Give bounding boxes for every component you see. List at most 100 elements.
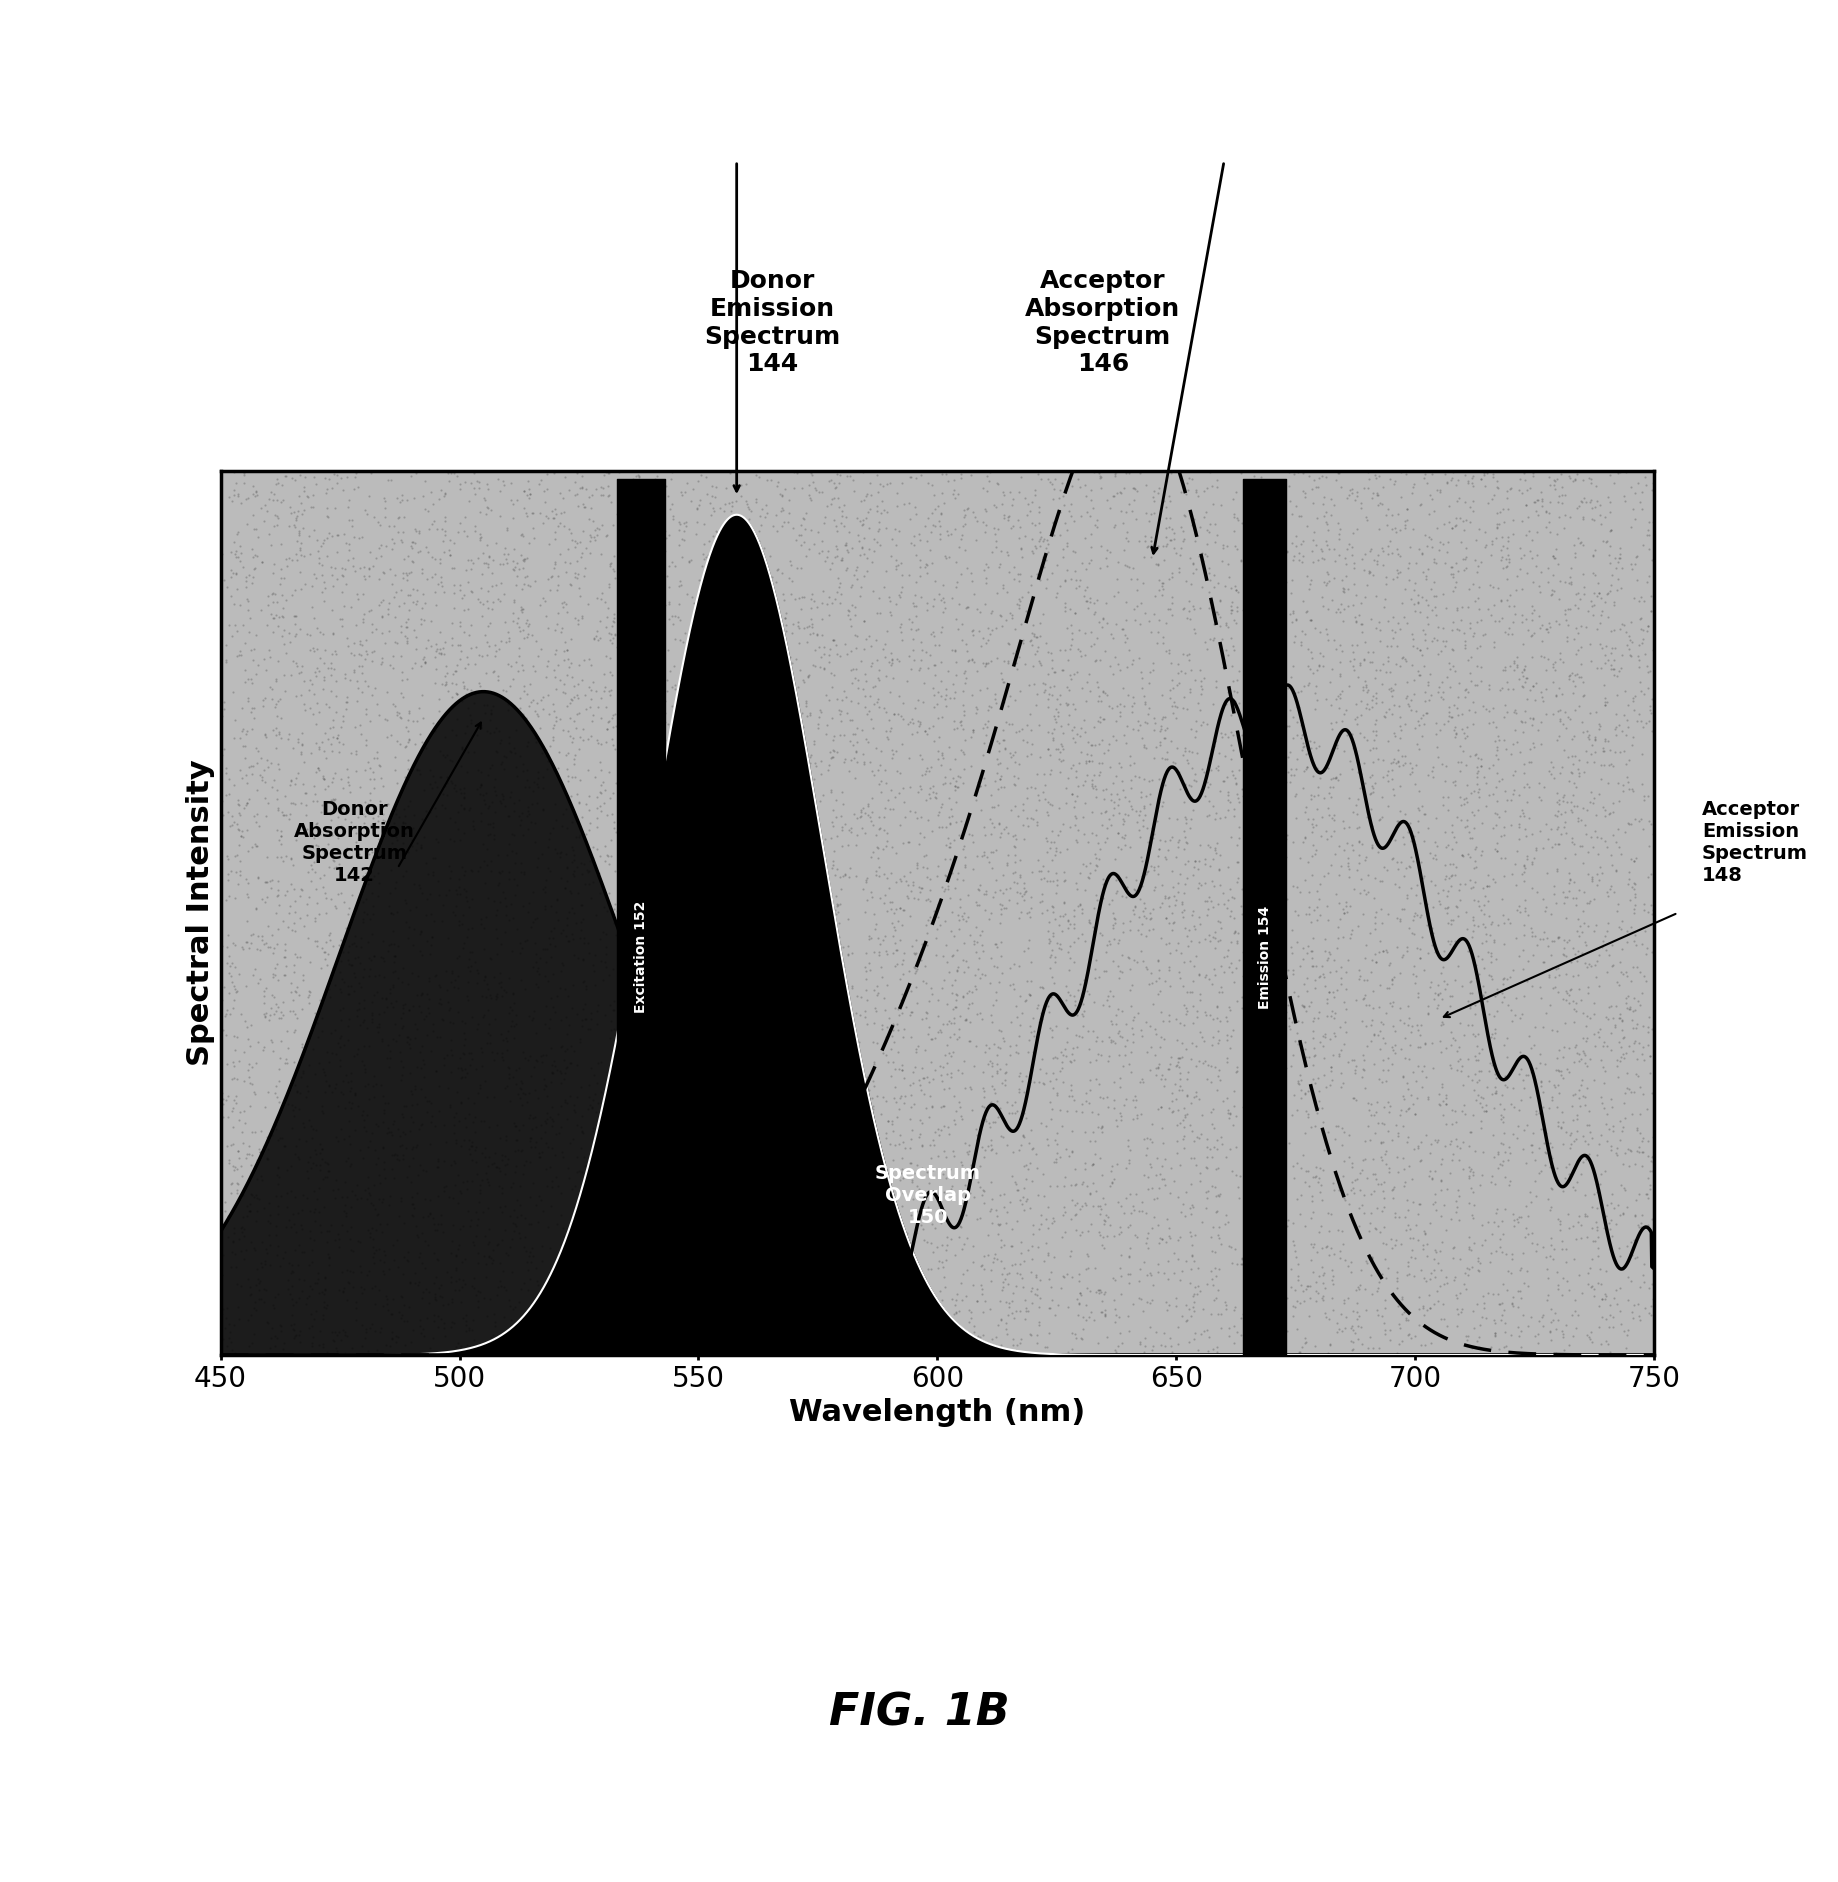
Point <box>809 638 838 668</box>
Point <box>1364 805 1393 836</box>
Point <box>526 1110 555 1140</box>
Point <box>307 952 336 982</box>
Point <box>915 534 945 565</box>
Point <box>925 580 954 610</box>
Point <box>208 700 237 730</box>
Point <box>879 1223 908 1253</box>
Point <box>748 864 777 894</box>
Point <box>342 930 371 960</box>
Point <box>300 1193 329 1223</box>
Point <box>1573 977 1603 1007</box>
Point <box>1621 542 1651 572</box>
Point <box>344 472 373 502</box>
Point <box>1040 704 1070 734</box>
Point <box>1268 482 1298 512</box>
Point <box>1351 845 1380 875</box>
Point <box>1329 922 1358 952</box>
Point <box>399 1316 428 1346</box>
Point <box>1428 580 1458 610</box>
Point <box>1209 888 1239 918</box>
Point <box>281 600 311 630</box>
Point <box>1595 1204 1625 1235</box>
Point <box>939 713 969 743</box>
Point <box>994 952 1024 982</box>
Point <box>1114 1148 1143 1178</box>
Point <box>445 1265 474 1295</box>
Point <box>480 962 509 992</box>
Point <box>783 1037 812 1067</box>
Point <box>1257 834 1287 864</box>
Point <box>1531 674 1560 704</box>
Point <box>1180 1142 1209 1172</box>
Point <box>1276 1014 1305 1045</box>
Point <box>952 1137 981 1167</box>
Point <box>776 1165 805 1195</box>
Point <box>250 719 279 749</box>
Point <box>377 821 406 851</box>
Point <box>1290 482 1320 512</box>
Point <box>840 1261 869 1291</box>
Point <box>1419 892 1448 922</box>
Point <box>1318 802 1347 832</box>
Point <box>1151 493 1180 523</box>
Point <box>1555 975 1584 1005</box>
Point <box>375 553 404 583</box>
Point <box>570 849 599 879</box>
Point <box>1154 939 1184 969</box>
Point <box>432 762 461 792</box>
Point <box>686 1193 715 1223</box>
Point <box>923 986 952 1016</box>
Point <box>603 1075 632 1105</box>
Point <box>1347 487 1377 518</box>
Point <box>1595 1131 1625 1161</box>
Point <box>1524 1133 1553 1163</box>
Point <box>1127 935 1156 965</box>
Point <box>1590 726 1619 757</box>
Point <box>568 1282 597 1312</box>
Point <box>577 1005 607 1035</box>
Point <box>636 986 665 1016</box>
Point <box>1338 1297 1367 1327</box>
Point <box>948 659 978 689</box>
Point <box>836 636 866 666</box>
Point <box>812 1037 842 1067</box>
Point <box>1244 839 1274 869</box>
Point <box>439 1146 469 1176</box>
Point <box>676 986 706 1016</box>
Point <box>252 655 281 685</box>
Point <box>1294 1270 1323 1300</box>
Point <box>1149 1024 1178 1054</box>
Point <box>482 1152 511 1182</box>
Point <box>1562 1124 1592 1154</box>
Point <box>1004 476 1033 506</box>
Point <box>1583 1240 1612 1270</box>
Point <box>222 469 252 499</box>
Point <box>866 736 895 766</box>
Point <box>529 877 559 907</box>
Point <box>417 1107 447 1137</box>
Point <box>1026 886 1055 917</box>
Point <box>1088 704 1118 734</box>
Point <box>980 514 1009 544</box>
Point <box>1088 1280 1118 1310</box>
Point <box>1299 973 1329 1003</box>
Point <box>641 1024 671 1054</box>
Point <box>1592 630 1621 661</box>
Point <box>1118 646 1147 676</box>
Point <box>919 777 948 807</box>
Point <box>535 1013 564 1043</box>
Point <box>213 843 243 873</box>
Point <box>1500 696 1529 726</box>
Point <box>1448 736 1478 766</box>
Point <box>505 615 535 646</box>
Point <box>318 1077 347 1107</box>
Point <box>487 1178 516 1208</box>
Point <box>926 666 956 696</box>
Point <box>1090 828 1119 858</box>
Point <box>1606 572 1636 602</box>
Point <box>599 894 629 924</box>
Point <box>777 1227 807 1257</box>
Point <box>386 525 415 555</box>
Point <box>208 1299 237 1329</box>
Point <box>1533 553 1562 583</box>
